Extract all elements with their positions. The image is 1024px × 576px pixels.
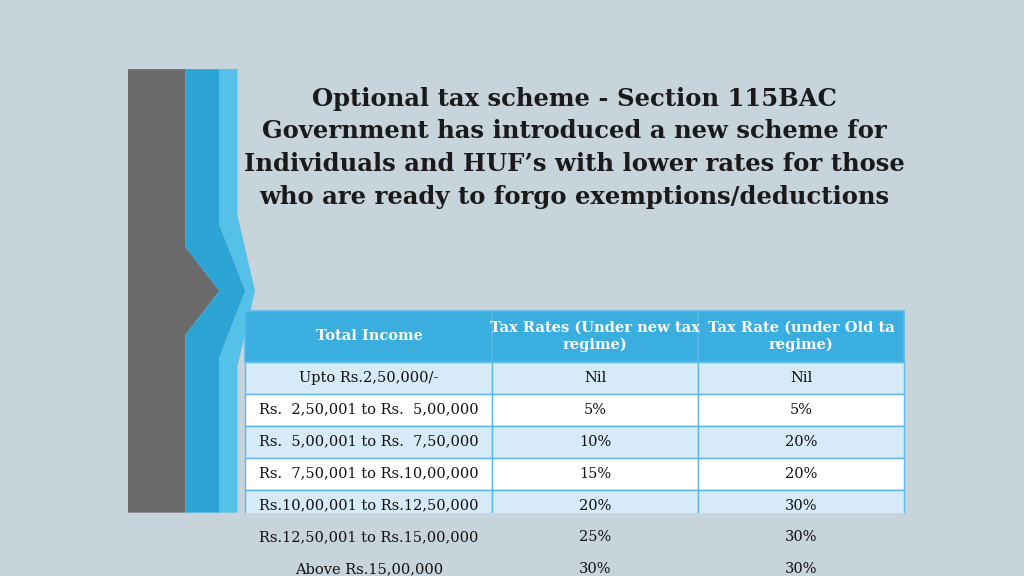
Text: Rs.  2,50,001 to Rs.  5,00,000: Rs. 2,50,001 to Rs. 5,00,000: [259, 403, 479, 417]
Text: 15%: 15%: [580, 467, 611, 480]
Bar: [246, 554, 493, 576]
Text: Optional tax scheme - Section 115BAC
Government has introduced a new scheme for
: Optional tax scheme - Section 115BAC Gov…: [244, 87, 904, 209]
Bar: [246, 521, 493, 554]
Bar: [698, 362, 904, 394]
Bar: [698, 394, 904, 426]
Bar: [493, 521, 698, 554]
Text: 20%: 20%: [785, 467, 817, 480]
Text: 10%: 10%: [580, 435, 611, 449]
Text: Above Rs.15,00,000: Above Rs.15,00,000: [295, 562, 443, 576]
Bar: [698, 458, 904, 490]
Text: 30%: 30%: [785, 499, 817, 513]
Text: Rs.  7,50,001 to Rs.10,00,000: Rs. 7,50,001 to Rs.10,00,000: [259, 467, 479, 480]
Bar: [698, 490, 904, 521]
Bar: [246, 311, 493, 362]
Text: 30%: 30%: [785, 562, 817, 576]
Text: 25%: 25%: [580, 530, 611, 544]
Polygon shape: [185, 69, 246, 513]
Bar: [698, 311, 904, 362]
Bar: [493, 490, 698, 521]
Bar: [698, 426, 904, 458]
Bar: [246, 490, 493, 521]
Text: 5%: 5%: [790, 403, 813, 417]
Text: Nil: Nil: [585, 371, 606, 385]
Polygon shape: [128, 69, 219, 513]
Text: 20%: 20%: [785, 435, 817, 449]
Text: Tax Rate (under Old ta
regime): Tax Rate (under Old ta regime): [708, 320, 895, 353]
Text: 5%: 5%: [584, 403, 607, 417]
Bar: [246, 362, 493, 394]
Text: Upto Rs.2,50,000/-: Upto Rs.2,50,000/-: [299, 371, 438, 385]
Bar: [493, 426, 698, 458]
Bar: [246, 458, 493, 490]
Text: Tax Rates (Under new tax
regime): Tax Rates (Under new tax regime): [490, 320, 700, 353]
Bar: [493, 394, 698, 426]
Bar: [698, 521, 904, 554]
Text: 30%: 30%: [580, 562, 611, 576]
Bar: [246, 426, 493, 458]
Text: Total Income: Total Income: [315, 329, 422, 343]
Bar: [493, 362, 698, 394]
Bar: [698, 554, 904, 576]
Text: Rs.  5,00,001 to Rs.  7,50,000: Rs. 5,00,001 to Rs. 7,50,000: [259, 435, 479, 449]
Text: 20%: 20%: [580, 499, 611, 513]
Text: 30%: 30%: [785, 530, 817, 544]
Bar: [493, 554, 698, 576]
Bar: [493, 311, 698, 362]
Bar: [493, 458, 698, 490]
Text: Rs.10,00,001 to Rs.12,50,000: Rs.10,00,001 to Rs.12,50,000: [259, 499, 478, 513]
Bar: [246, 394, 493, 426]
Text: Rs.12,50,001 to Rs.15,00,000: Rs.12,50,001 to Rs.15,00,000: [259, 530, 478, 544]
Polygon shape: [219, 69, 255, 513]
Text: Nil: Nil: [791, 371, 812, 385]
